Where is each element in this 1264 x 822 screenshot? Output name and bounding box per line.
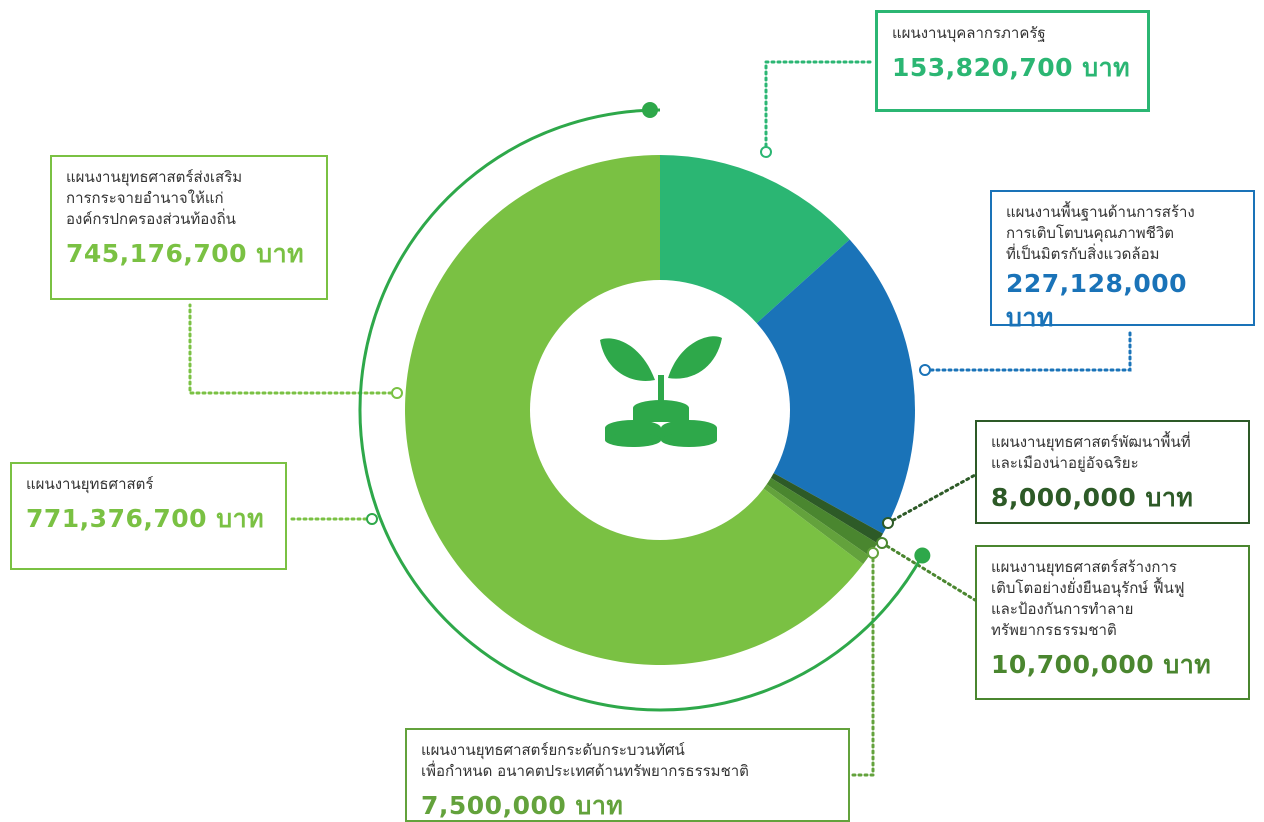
label-value: 8,000,000 บาท bbox=[991, 483, 1194, 512]
label-value: 745,176,700 บาท bbox=[66, 239, 305, 268]
label-box: แผนงานยุทธศาสตร์ยกระดับกระบวนทัศน์ เพื่อ… bbox=[405, 728, 850, 822]
leader bbox=[764, 60, 872, 154]
coin bbox=[661, 433, 717, 447]
leader-dot bbox=[882, 517, 894, 529]
leaf bbox=[600, 338, 655, 381]
label-name: แผนงานยุทธศาสตร์สร้างการ เติบโตอย่างยั่ง… bbox=[991, 558, 1185, 639]
label-box: แผนงานยุทธศาสตร์สร้างการ เติบโตอย่างยั่ง… bbox=[975, 545, 1250, 700]
group-arc bbox=[358, 108, 924, 712]
stem bbox=[658, 375, 664, 405]
label-name: แผนงานบุคลากรภาครัฐ bbox=[892, 24, 1046, 42]
label-name: แผนงานยุทธศาสตร์ส่งเสริม การกระจายอำนาจใ… bbox=[66, 168, 243, 228]
arc-end bbox=[642, 102, 658, 118]
label-value: 7,500,000 บาท bbox=[421, 791, 624, 820]
coin bbox=[633, 408, 689, 422]
leader-dot bbox=[391, 387, 403, 399]
leader bbox=[188, 303, 399, 395]
leader-dot bbox=[760, 146, 772, 158]
plant-icon bbox=[600, 336, 722, 447]
label-box: แผนงานยุทธศาสตร์ส่งเสริม การกระจายอำนาจใ… bbox=[50, 155, 328, 300]
coin bbox=[605, 433, 661, 447]
leaf bbox=[668, 336, 722, 379]
label-name: แผนงานพื้นฐานด้านการสร้าง การเติบโตบนคุณ… bbox=[1006, 203, 1195, 263]
leader-dot bbox=[876, 537, 888, 549]
leader-dot bbox=[366, 513, 378, 525]
label-value: 153,820,700 บาท bbox=[892, 53, 1131, 82]
label-value: 771,376,700 บาท bbox=[26, 504, 265, 533]
label-name: แผนงานยุทธศาสตร์ bbox=[26, 475, 154, 493]
label-name: แผนงานยุทธศาสตร์พัฒนาพื้นที่ และเมืองน่า… bbox=[991, 433, 1191, 472]
label-box: แผนงานพื้นฐานด้านการสร้าง การเติบโตบนคุณ… bbox=[990, 190, 1255, 332]
label-value: 227,128,000 บาท bbox=[1006, 269, 1188, 332]
label-value: 10,700,000 บาท bbox=[991, 650, 1212, 679]
label-name: แผนงานยุทธศาสตร์ยกระดับกระบวนทัศน์ เพื่อ… bbox=[421, 741, 749, 780]
leader-dot bbox=[919, 364, 931, 376]
leader bbox=[923, 328, 1132, 372]
leader bbox=[848, 551, 875, 777]
label-box: แผนงานยุทธศาสตร์ 771,376,700 บาท bbox=[10, 462, 287, 570]
label-box: แผนงานยุทธศาสตร์พัฒนาพื้นที่ และเมืองน่า… bbox=[975, 420, 1250, 524]
leader bbox=[886, 473, 977, 525]
arc-end bbox=[914, 547, 931, 564]
label-box: แผนงานบุคลากรภาครัฐ 153,820,700 บาท bbox=[875, 10, 1150, 112]
leader-lines bbox=[188, 60, 1132, 777]
leader bbox=[880, 541, 977, 602]
leader-dot bbox=[867, 547, 879, 559]
